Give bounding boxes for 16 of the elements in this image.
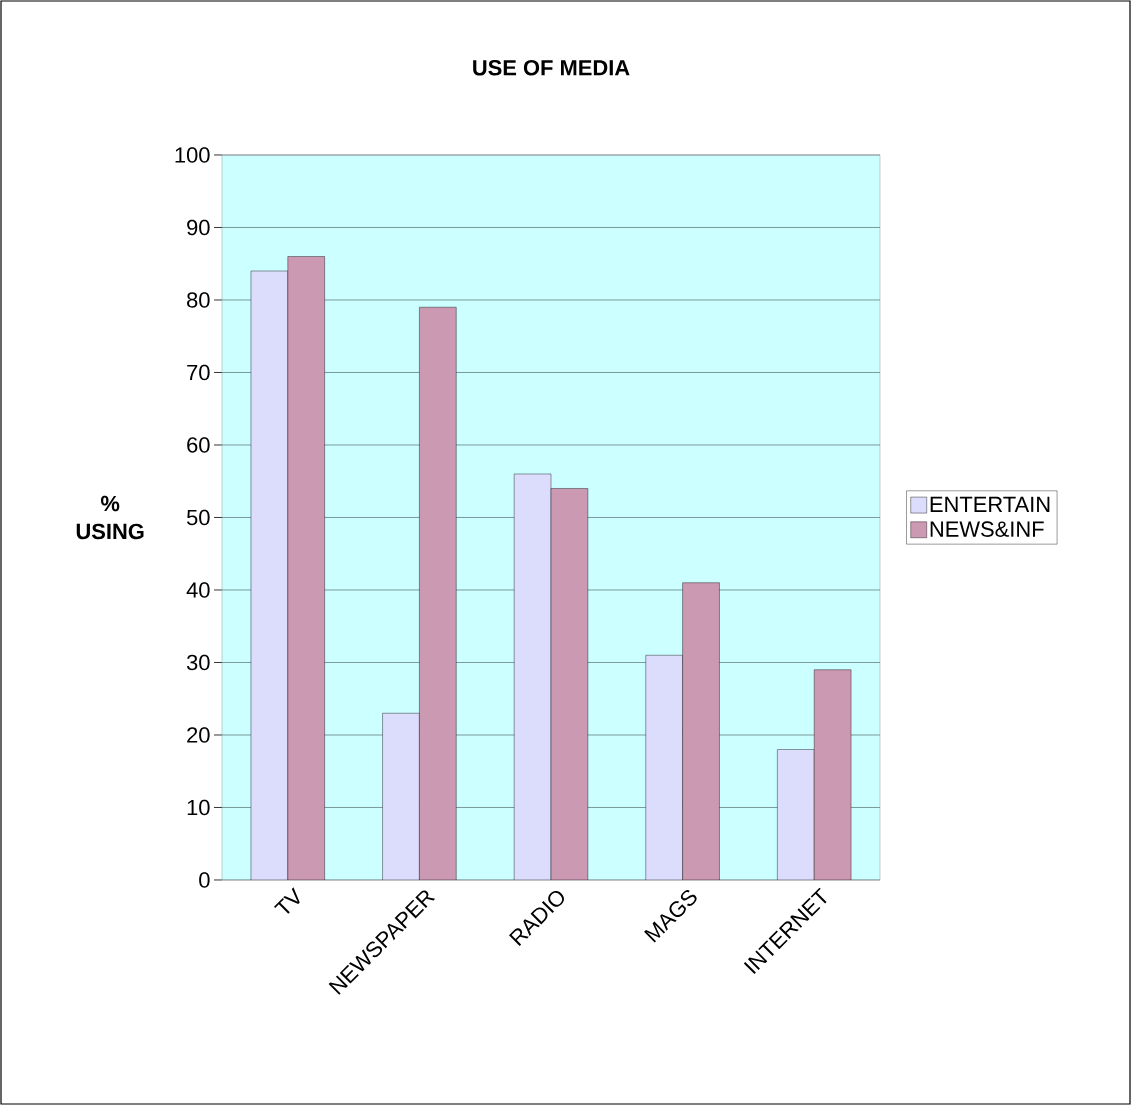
y-tick-label: 80 — [187, 292, 210, 308]
y-tick-label: 20 — [187, 727, 210, 743]
y-tick-label: 40 — [186, 582, 210, 598]
legend-label: ENTERTAIN — [930, 496, 1050, 512]
y-tick-label: 10 — [187, 799, 210, 816]
y-axis-title: % USING — [76, 495, 144, 540]
y-tick-label: 100 — [175, 147, 210, 163]
legend-label: NEWS&INF — [930, 521, 1044, 537]
y-tick-label: 90 — [187, 219, 210, 236]
chart-title: USE OF MEDIA — [473, 59, 630, 76]
y-tick-label: 70 — [187, 364, 210, 381]
y-tick-label: 0 — [199, 872, 210, 888]
y-tick-label: 30 — [186, 654, 210, 671]
x-tick-label: TV — [274, 887, 300, 914]
y-tick-label: 60 — [187, 437, 210, 453]
y-tick-label: 50 — [186, 509, 210, 526]
